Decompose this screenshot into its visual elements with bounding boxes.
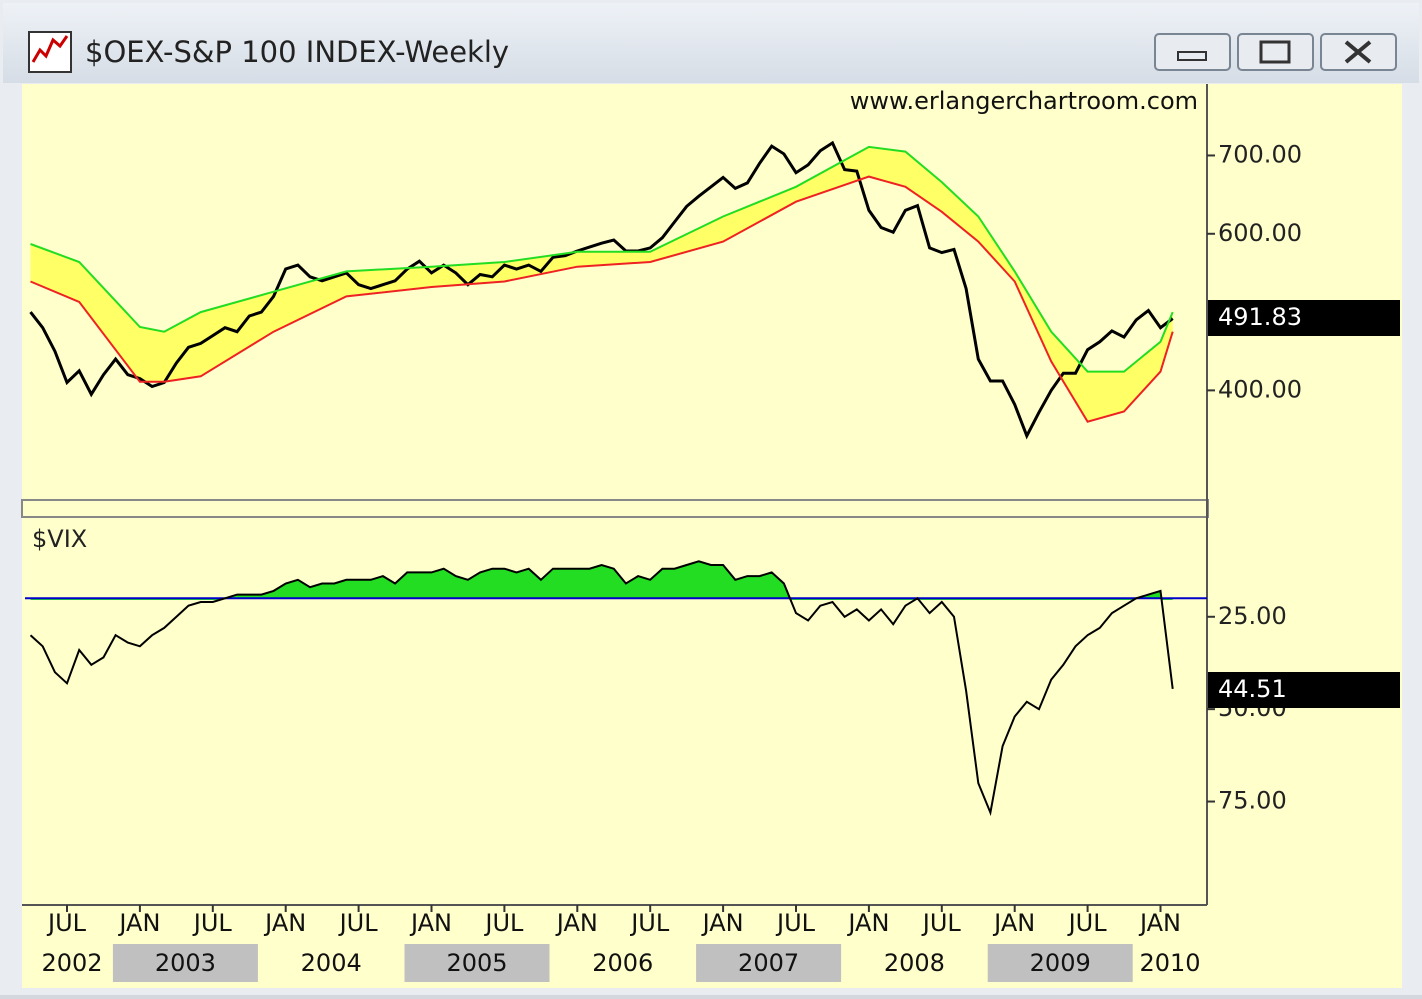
close-button[interactable] bbox=[1320, 33, 1397, 71]
panel-separator bbox=[21, 499, 1209, 518]
year-label: 2006 bbox=[592, 949, 653, 977]
x-tick-label: JAN bbox=[846, 909, 889, 937]
x-tick-label: JUL bbox=[338, 909, 379, 937]
y-tick-label: 700.00 bbox=[1218, 140, 1302, 168]
year-band bbox=[696, 944, 842, 982]
series-line bbox=[29, 560, 1174, 817]
year-label: 2009 bbox=[1030, 949, 1091, 977]
series-line bbox=[29, 140, 1174, 440]
last-value-box bbox=[1208, 672, 1400, 708]
year-label: 2008 bbox=[884, 949, 945, 977]
x-tick-label: JAN bbox=[409, 909, 452, 937]
x-tick-label: JUL bbox=[46, 909, 87, 937]
year-label: 2002 bbox=[41, 949, 102, 977]
year-label: 2004 bbox=[301, 949, 362, 977]
series-line bbox=[30, 145, 1174, 373]
x-tick-label: JUL bbox=[629, 909, 670, 937]
series-line bbox=[30, 175, 1174, 423]
app-icon bbox=[28, 31, 72, 73]
x-tick-label: JAN bbox=[1138, 909, 1181, 937]
y-tick-label: 75.00 bbox=[1218, 787, 1287, 815]
maximize-button[interactable] bbox=[1237, 33, 1314, 71]
x-tick-label: JUL bbox=[483, 909, 524, 937]
x-tick-label: JAN bbox=[555, 909, 598, 937]
y-tick-label: 600.00 bbox=[1218, 219, 1302, 247]
y-tick-label: 400.00 bbox=[1218, 375, 1302, 403]
year-band bbox=[112, 944, 258, 982]
x-tick-label: JUL bbox=[921, 909, 962, 937]
last-value-label: 491.83 bbox=[1218, 303, 1302, 331]
x-tick-label: JUL bbox=[192, 909, 233, 937]
threshold-fill bbox=[30, 561, 1173, 600]
panel-title: $VIX bbox=[32, 525, 87, 553]
x-tick-label: JAN bbox=[992, 909, 1035, 937]
x-tick-label: JUL bbox=[775, 909, 816, 937]
x-tick-label: JUL bbox=[1067, 909, 1108, 937]
year-label: 2010 bbox=[1139, 949, 1200, 977]
x-tick-label: JAN bbox=[263, 909, 306, 937]
watermark: www.erlangerchartroom.com bbox=[850, 87, 1198, 115]
chart-area bbox=[22, 84, 1402, 988]
last-value-label: 44.51 bbox=[1218, 675, 1287, 703]
year-label: 2005 bbox=[446, 949, 507, 977]
x-tick-label: JAN bbox=[701, 909, 744, 937]
year-label: 2007 bbox=[738, 949, 799, 977]
window-title: $OEX-S&P 100 INDEX-Weekly bbox=[85, 35, 509, 69]
last-value-box bbox=[1208, 300, 1400, 336]
x-tick-label: JAN bbox=[117, 909, 160, 937]
year-band bbox=[987, 944, 1133, 982]
minimize-button[interactable] bbox=[1154, 33, 1231, 71]
year-band bbox=[404, 944, 550, 982]
y-tick-label: 25.00 bbox=[1218, 602, 1287, 630]
year-label: 2003 bbox=[155, 949, 216, 977]
